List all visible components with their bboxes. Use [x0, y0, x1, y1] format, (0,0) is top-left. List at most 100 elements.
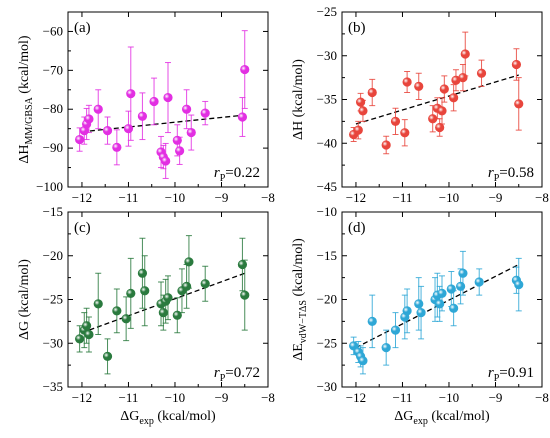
data-point	[186, 127, 196, 138]
x-tick-label: −11	[119, 390, 139, 405]
trend-line	[355, 74, 519, 125]
panel-label: (d)	[348, 220, 366, 236]
y-tick-label: −30	[43, 335, 63, 350]
data-point	[358, 356, 368, 366]
data-point	[390, 325, 401, 335]
data-point	[182, 104, 192, 114]
data-point	[121, 314, 131, 324]
data-point	[456, 281, 466, 291]
data-point	[435, 299, 445, 309]
x-tick-label: −8	[535, 190, 549, 205]
data-point	[428, 114, 438, 124]
x-tick-label: −9	[489, 190, 503, 205]
y-tick-label: −15	[317, 248, 337, 263]
y-tick-label: −15	[43, 204, 63, 219]
x-tick-label: −9	[215, 390, 229, 405]
data-point	[435, 122, 445, 133]
y-tick-label: −90	[43, 140, 63, 155]
data-point	[353, 125, 363, 135]
trend-line	[81, 272, 245, 334]
y-tick-label: −20	[317, 292, 337, 307]
x-tick-label: −10	[165, 390, 185, 405]
data-point	[126, 89, 136, 99]
panel-a: −12 −11 −10 −9 −8 −100 −90 −80 −70 −60 (a) rP=0.22 Δ…	[17, 11, 275, 205]
data-point	[437, 106, 447, 116]
y-tick-label: −20	[43, 248, 63, 263]
x-tick-label: −10	[439, 390, 459, 405]
data-point	[349, 341, 359, 351]
data-point	[414, 299, 424, 309]
y-axis-label: ΔHMM/GBSA (kcal/mol)	[17, 35, 35, 164]
data-point	[381, 343, 391, 353]
x-tick-label: −9	[215, 190, 229, 205]
data-point	[367, 87, 377, 98]
data-point	[402, 77, 412, 87]
panel-b: −12 −11 −10 −9 −8 −45 −40 −35 −30 −25 (b) rP=0.58 ΔH…	[291, 4, 549, 205]
data-point	[172, 135, 182, 145]
panel-d: −12 −11 −10 −9 −8 −30 −25 −20 −15 −10 (d) rP=0.91 ΔE…	[291, 204, 549, 427]
y-axis-label: ΔEvdW−TΔS (kcal/mol)	[291, 238, 309, 361]
x-tick-label: −11	[393, 390, 413, 405]
data-point	[161, 156, 171, 166]
data-point	[112, 142, 122, 152]
data-point	[172, 310, 182, 320]
correlation-label: rP=0.22	[214, 165, 260, 184]
data-point	[381, 140, 391, 150]
data-point	[458, 268, 468, 278]
y-tick-label: −45	[317, 179, 337, 194]
data-point	[200, 108, 210, 118]
data-point	[140, 286, 150, 296]
data-point	[458, 73, 468, 83]
panel-label: (c)	[74, 220, 91, 236]
y-tick-label: −60	[43, 23, 63, 38]
data-point	[93, 299, 103, 309]
y-tick-label: −25	[43, 292, 63, 307]
y-tick-label: −35	[43, 379, 63, 394]
y-tick-label: −70	[43, 62, 63, 77]
x-tick-label: −10	[439, 190, 459, 205]
data-point	[446, 284, 456, 294]
data-point	[514, 99, 524, 109]
data-point	[75, 334, 85, 344]
y-tick-label: −100	[36, 179, 63, 194]
data-point	[237, 259, 248, 270]
data-point	[84, 114, 94, 124]
data-point	[75, 134, 85, 145]
y-tick-label: −30	[317, 48, 337, 63]
data-point	[175, 146, 185, 156]
plot-frame	[67, 11, 269, 188]
data-point	[137, 268, 148, 278]
data-point	[437, 288, 447, 298]
y-tick-label: −25	[317, 4, 337, 19]
data-point	[449, 93, 459, 103]
data-point	[82, 321, 92, 331]
data-point	[184, 257, 194, 267]
data-point	[449, 303, 459, 313]
y-axis-label: ΔH (kcal/mol)	[291, 59, 306, 140]
data-point	[93, 104, 103, 114]
x-tick-label: −8	[535, 390, 549, 405]
x-tick-label: −8	[261, 190, 275, 205]
correlation-label: rP=0.58	[488, 165, 534, 184]
x-tick-label: −12	[72, 190, 92, 205]
x-tick-label: −11	[119, 190, 139, 205]
correlation-label: rP=0.72	[214, 365, 260, 384]
data-point	[149, 96, 159, 107]
data-point	[474, 277, 484, 287]
y-tick-label: −40	[317, 135, 337, 150]
data-point	[163, 293, 173, 303]
panel-label: (a)	[74, 20, 91, 36]
data-point	[84, 329, 94, 340]
y-axis-label: ΔG (kcal/mol)	[17, 259, 32, 340]
y-tick-label: −10	[317, 204, 337, 219]
data-point	[367, 316, 377, 326]
data-point	[158, 308, 168, 318]
data-point	[200, 279, 210, 289]
data-point	[102, 351, 113, 361]
correlation-label: rP=0.91	[488, 365, 534, 384]
data-point	[237, 112, 248, 122]
data-point	[240, 64, 250, 75]
x-tick-label: −12	[346, 190, 366, 205]
x-axis-label: ΔGexp (kcal/mol)	[120, 409, 216, 427]
